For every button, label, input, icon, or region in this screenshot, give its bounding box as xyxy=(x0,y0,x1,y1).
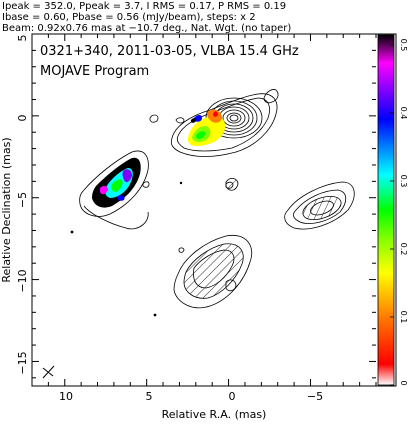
map-image xyxy=(42,89,355,379)
header-line-3: Beam: 0.92x0.76 mas at −10.7 deg., Nat. … xyxy=(2,23,291,34)
map-title: 0321+340, 2011-03-05, VLBA 15.4 GHz xyxy=(40,44,299,59)
x-axis-label: Relative R.A. (mas) xyxy=(162,408,267,421)
x-tick-label: −5 xyxy=(307,390,323,403)
colorbar-ticks xyxy=(390,44,394,386)
x-tick-label: 5 xyxy=(146,390,153,403)
colorbar-tick-label: 0 xyxy=(399,380,408,385)
y-axis-label: Relative Declination (mas) xyxy=(0,137,13,282)
beam-symbol xyxy=(42,365,55,379)
x-tick-label: 10 xyxy=(59,390,73,403)
y-tick-label: −5 xyxy=(16,192,29,208)
colorbar-tick-label: 0.1 xyxy=(399,311,408,324)
axis-ticks xyxy=(31,33,377,386)
colorbar-tick-label: 0.3 xyxy=(399,175,408,188)
y-tick-label: −15 xyxy=(16,351,29,374)
colorbar-tick-label: 0.5 xyxy=(399,39,408,52)
lower-component xyxy=(173,234,252,309)
map-subtitle: MOJAVE Program xyxy=(40,64,149,79)
core-polarization xyxy=(187,109,226,146)
colorbar-tick-label: 0.4 xyxy=(399,107,408,120)
stray-contours xyxy=(70,114,234,317)
y-tick-label: −10 xyxy=(16,269,29,292)
left-jet xyxy=(79,150,149,230)
y-tick-label: 5 xyxy=(16,35,29,42)
y-tick-label: 0 xyxy=(16,115,29,122)
right-component xyxy=(225,178,355,230)
header-line-1: Ipeak = 352.0, Ppeak = 3.7, I RMS = 0.17… xyxy=(2,1,286,12)
x-tick-label: 0 xyxy=(229,390,236,403)
colorbar-tick-label: 0.2 xyxy=(399,243,408,256)
header-line-2: Ibase = 0.60, Pbase = 0.56 (mJy/beam), s… xyxy=(2,12,256,23)
colorbar xyxy=(377,34,395,386)
